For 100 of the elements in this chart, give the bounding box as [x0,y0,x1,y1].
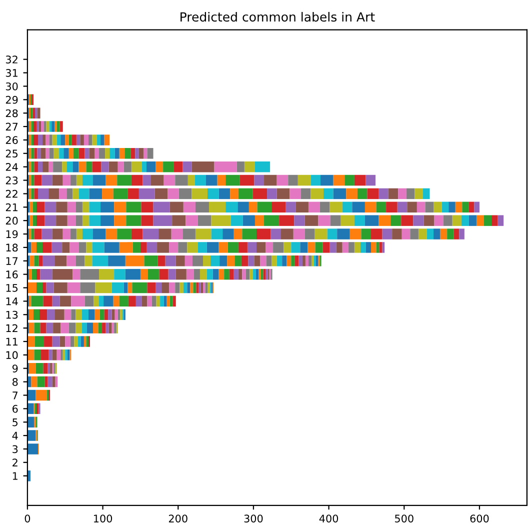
bar [230,188,238,200]
bar [242,228,256,240]
bar [238,202,249,213]
bar [136,296,142,307]
bar [254,256,260,266]
bar [230,215,243,226]
bar [101,161,109,172]
bar [27,430,36,441]
y-tick-label: 21 [6,203,18,212]
bar [388,188,398,200]
bar [152,296,156,307]
bar [228,242,238,253]
bar [37,108,40,118]
bar [324,188,334,200]
bar [142,296,148,307]
bar [94,148,100,159]
bar [138,188,155,200]
bar [37,148,42,159]
bar [346,188,358,200]
bar [76,228,82,240]
bar [330,242,336,253]
bar [229,268,234,280]
bar [195,202,210,213]
bar [260,256,266,266]
x-tick-label: 200 [168,514,188,522]
bar [93,322,98,334]
bar [114,148,120,159]
bar [82,322,87,334]
bar [100,215,114,226]
bar [202,256,211,266]
bar [156,282,162,294]
y-tick-label: 23 [6,176,18,184]
bar [305,256,308,266]
bar [84,296,94,307]
bar [180,282,184,294]
bar [34,228,42,240]
bar [34,336,44,347]
bar [89,148,95,159]
bar [132,282,148,294]
bar [70,228,76,240]
bar [156,161,164,172]
bar [164,296,167,307]
y-tick-label: 26 [6,136,18,144]
bar [27,282,36,294]
bar [99,148,106,159]
bar [62,242,70,253]
bar [147,282,156,294]
bar [234,268,238,280]
bar [252,188,268,200]
bar [217,174,226,186]
bar [224,268,230,280]
y-tick-label: 4 [12,432,18,440]
bar [286,202,296,213]
bar [72,268,80,280]
bar [354,215,365,226]
bar [94,296,100,307]
bar [252,268,256,280]
bar [168,188,179,200]
bar [498,215,504,226]
bar [27,350,34,360]
bar [82,215,90,226]
bar [220,256,228,266]
bar [160,296,164,307]
y-tick-label: 18 [6,244,18,252]
bar [272,202,286,213]
bar [360,242,366,253]
bar [68,148,74,159]
bar [140,268,148,280]
bar [357,188,368,200]
bar [52,134,57,146]
bar [208,188,219,200]
bar [34,174,42,186]
bar [187,242,198,253]
bar [34,256,39,266]
bar [62,174,70,186]
y-tick-label: 11 [6,338,18,346]
bar [190,282,194,294]
bar [354,174,366,186]
bar [300,188,311,200]
bar [86,161,92,172]
bar [218,268,224,280]
bar [112,322,114,334]
bar [82,228,93,240]
bar [144,256,158,266]
bar [43,362,48,374]
bar [452,215,462,226]
bar [226,174,240,186]
bar [117,228,132,240]
bar [254,161,270,172]
bar [257,202,272,213]
bar [88,134,92,146]
bar [110,148,115,159]
y-tick-label: 2 [12,458,18,466]
bar [264,215,280,226]
bar [361,228,371,240]
bar [100,202,114,213]
bar [67,282,80,294]
bar [108,322,112,334]
bar [187,282,190,294]
bar [336,242,342,253]
